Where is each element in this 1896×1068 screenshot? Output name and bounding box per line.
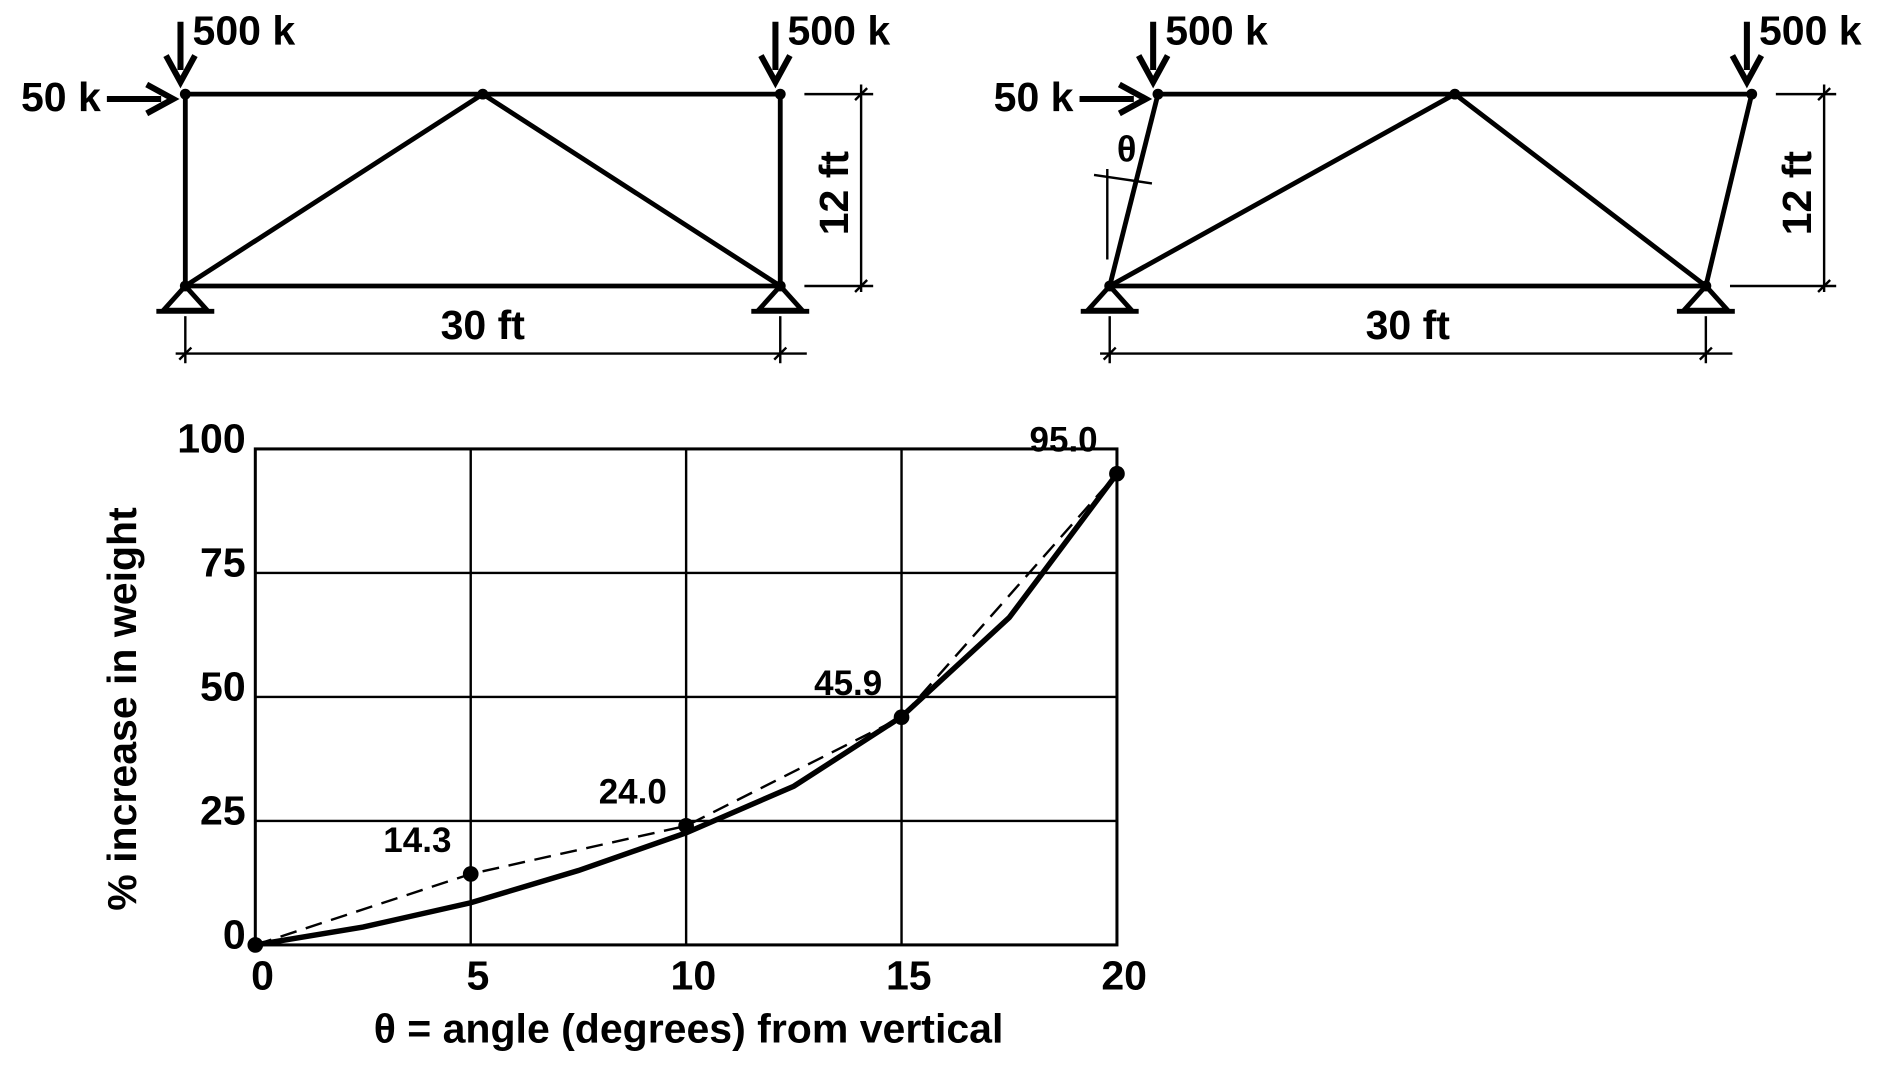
dim-tick [178,346,193,361]
dim-tick [1817,279,1832,293]
arrow-head [1117,81,1153,117]
arrow-head [758,54,793,89]
y-tick-label: 75 [200,540,246,586]
dim-tick [773,346,788,361]
y-tick-label: 50 [200,664,246,710]
x-tick-label: 0 [251,953,274,999]
truss-member [481,92,782,289]
data-point [462,866,479,882]
arrow-head [163,54,198,89]
joint [477,88,489,100]
dim-tick [1698,346,1713,361]
curve [254,472,1120,948]
x-tick-label: 5 [467,953,490,999]
y-tick-label: 0 [223,912,246,958]
arrow-head [145,81,180,117]
span-label: 30 ft [441,302,526,348]
dashed-line [254,472,1118,947]
load-label: 500 k [787,8,890,54]
y-tick-label: 25 [200,788,246,834]
x-tick-label: 10 [671,953,717,999]
lateral-load-label: 50 k [994,74,1074,120]
truss-member [1703,93,1755,287]
joint [1746,88,1758,100]
load-label: 500 k [193,8,296,54]
arrow-head [1729,54,1765,89]
dim-tick [854,87,868,102]
truss-member [184,92,485,289]
data-label: 14.3 [383,821,451,860]
truss-member [1453,92,1708,288]
joint [1152,88,1164,100]
data-label: 24.0 [599,773,667,812]
truss-member [1107,93,1161,287]
height-label: 12 ft [1774,151,1820,236]
x-tick-label: 20 [1101,953,1147,999]
arrow-head [1136,54,1171,89]
angle-label: θ [1117,129,1137,170]
joint [774,88,786,100]
span-label: 30 ft [1366,302,1451,348]
x-axis-title: θ = angle (degrees) from vertical [374,1006,1004,1052]
y-tick-label: 100 [177,416,245,462]
y-axis-title: % increase in weight [99,507,145,911]
joint [179,88,191,100]
joint [1449,88,1461,100]
load-label: 500 k [1165,8,1268,54]
truss-member [1108,92,1457,289]
dim-tick [1817,87,1832,102]
plot-frame [253,447,1119,947]
x-tick-label: 15 [886,953,932,999]
dim-tick [1102,346,1117,361]
data-label: 95.0 [1030,421,1098,460]
angle-dim [1093,173,1153,185]
dim-tick [854,279,868,293]
lateral-load-label: 50 k [21,74,101,120]
height-label: 12 ft [811,151,857,236]
load-label: 500 k [1759,8,1862,54]
data-label: 45.9 [814,664,882,703]
